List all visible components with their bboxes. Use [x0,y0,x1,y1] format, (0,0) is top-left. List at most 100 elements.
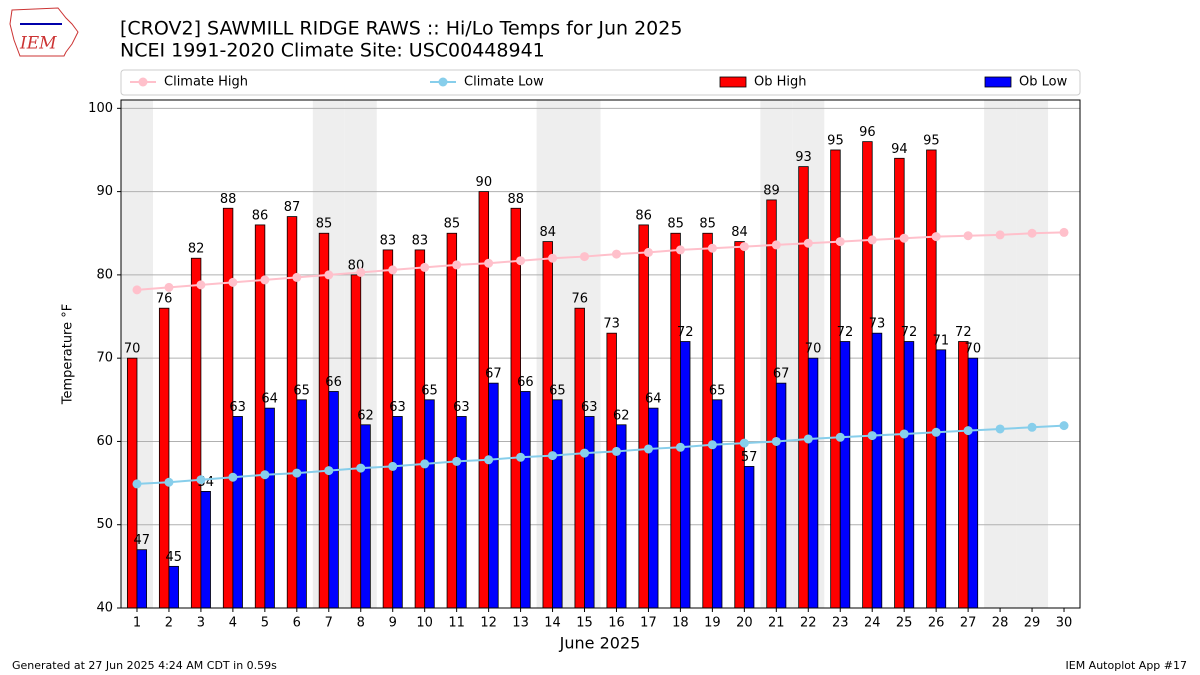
x-tick-label: 23 [832,616,849,631]
data-label: 66 [517,375,534,390]
marker [611,249,621,259]
data-label: 63 [229,400,246,415]
marker [196,280,206,290]
legend-label: Climate Low [464,75,544,90]
bar [264,407,275,609]
bar [136,549,147,609]
bar [958,341,969,609]
bar [894,157,905,609]
legend-label: Climate High [164,75,248,90]
marker [1027,228,1037,238]
x-tick-label: 27 [960,616,977,631]
data-label: 95 [923,133,940,148]
marker [516,452,526,462]
x-tick-label: 5 [261,616,269,631]
bar [967,357,979,609]
bar [702,232,713,609]
x-tick-label: 11 [448,616,465,631]
bar [871,332,883,609]
marker [835,432,845,442]
legend-label: Ob Low [1019,75,1068,90]
data-label: 65 [421,383,438,398]
bar [456,416,467,609]
data-label: 73 [869,317,886,332]
marker [931,427,941,437]
bar [711,399,723,609]
bar [584,416,595,609]
marker [548,451,558,461]
line [136,231,1065,291]
bar [935,349,947,609]
bar [775,382,787,609]
marker [707,243,717,253]
bar [382,249,394,609]
data-label: 72 [955,325,972,340]
x-tick-label: 24 [864,616,881,631]
legend-swatch [984,76,1012,88]
marker [867,235,877,245]
x-tick-label: 18 [672,616,689,631]
bar [638,224,649,609]
x-tick-label: 1 [133,616,141,631]
line [136,424,1065,485]
data-label: 83 [412,233,429,248]
data-label: 73 [603,317,620,332]
data-label: 62 [613,408,630,423]
bar [606,332,617,609]
x-tick-label: 12 [480,616,497,631]
bar [648,407,659,609]
marker [675,245,685,255]
marker [963,231,973,241]
marker [931,232,941,242]
marker [420,262,430,272]
marker [739,242,749,252]
data-label: 64 [645,392,662,407]
footer-left: Generated at 27 Jun 2025 4:24 AM CDT in … [12,659,277,672]
data-label: 93 [795,150,812,165]
bar [190,257,202,609]
marker [484,258,494,268]
y-tick-label: 40 [96,601,113,616]
marker [164,477,174,487]
marker [899,233,909,243]
bar [414,249,426,609]
marker [611,446,621,456]
x-tick-label: 29 [1024,616,1041,631]
axes-frame [120,99,1081,609]
data-label: 88 [220,192,237,207]
y-tick-label: 80 [96,267,113,282]
marker [803,434,813,444]
x-tick-label: 3 [197,616,205,631]
data-label: 86 [635,208,652,223]
data-label: 94 [891,142,908,157]
bar [903,341,915,609]
data-label: 57 [741,450,758,465]
bar [200,491,211,609]
data-label: 62 [357,408,374,423]
x-tick-label: 15 [576,616,593,631]
data-label: 88 [508,192,525,207]
marker [356,463,366,473]
x-tick-label: 25 [896,616,913,631]
bar [232,416,243,609]
marker [132,285,142,295]
bar [862,141,873,609]
x-tick-label: 7 [325,616,333,631]
data-label: 63 [581,400,598,415]
bar [766,199,777,609]
x-tick-label: 30 [1056,616,1073,631]
y-tick-label: 100 [88,101,113,116]
bar [807,357,819,609]
y-tick-label: 60 [96,434,113,449]
legend-swatch [719,76,747,88]
marker [516,256,526,266]
bar [542,241,553,609]
data-label: 72 [837,325,854,340]
bar [318,232,330,609]
marker [580,252,590,262]
data-label: 66 [325,375,342,390]
x-tick-label: 4 [229,616,237,631]
data-label: 70 [965,342,982,357]
bar [552,399,563,609]
